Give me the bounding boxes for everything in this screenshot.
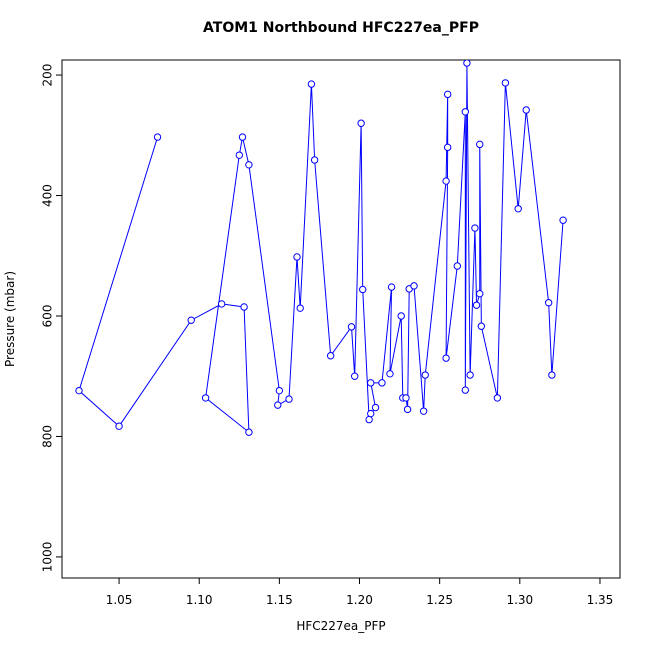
point	[442, 354, 450, 362]
point	[367, 379, 375, 387]
point	[442, 177, 450, 185]
point	[387, 283, 396, 291]
y-tick-label: 1000	[41, 542, 55, 573]
x-tick-label: 1.05	[106, 593, 133, 607]
point	[472, 301, 481, 309]
point	[75, 386, 83, 395]
point	[386, 370, 394, 378]
point	[548, 371, 556, 379]
point	[463, 60, 471, 67]
point	[410, 282, 418, 290]
point	[274, 401, 282, 409]
point	[351, 372, 359, 380]
x-tick-label: 1.25	[426, 593, 453, 607]
plot-area	[75, 60, 567, 436]
x-tick-label: 1.15	[266, 593, 293, 607]
point	[501, 79, 510, 87]
point	[378, 379, 386, 387]
chart-title: ATOM1 Northbound HFC227ea_PFP	[203, 20, 479, 36]
point	[476, 140, 484, 149]
point	[544, 299, 553, 307]
x-tick-label: 1.30	[506, 593, 533, 607]
point	[359, 285, 367, 294]
point	[357, 119, 365, 127]
point	[187, 316, 195, 324]
point	[347, 323, 356, 331]
point	[201, 394, 210, 402]
y-tick-label: 600	[41, 305, 55, 328]
point	[326, 352, 335, 360]
y-tick-label: 800	[41, 425, 55, 448]
point	[476, 290, 484, 298]
point	[245, 428, 253, 436]
point	[514, 205, 522, 213]
point	[477, 322, 486, 330]
point	[421, 371, 429, 379]
plot-frame	[61, 59, 621, 579]
point	[153, 133, 162, 141]
y-tick-label: 400	[41, 184, 55, 207]
x-axis-label: HFC227ea_PFP	[296, 619, 385, 633]
point	[115, 422, 123, 430]
point	[471, 224, 479, 232]
point	[559, 216, 567, 224]
point	[293, 253, 301, 261]
point	[522, 106, 530, 114]
series-line	[78, 63, 564, 434]
point	[397, 312, 405, 320]
x-tick-label: 1.35	[587, 593, 614, 607]
point	[466, 371, 474, 379]
point	[240, 303, 248, 311]
point	[461, 108, 470, 116]
x-tick-label: 1.20	[346, 593, 373, 607]
point	[235, 151, 243, 159]
point	[443, 143, 452, 152]
point	[238, 133, 247, 141]
point	[285, 395, 293, 403]
point	[296, 304, 304, 312]
point	[367, 409, 375, 418]
x-tick-label: 1.10	[186, 593, 213, 607]
y-tick-label: 200	[41, 64, 55, 87]
point	[461, 386, 470, 394]
point	[419, 407, 428, 415]
point	[365, 415, 373, 424]
point	[371, 403, 380, 412]
point	[493, 394, 502, 402]
point	[453, 262, 461, 270]
point	[403, 405, 412, 414]
point	[402, 394, 410, 402]
point	[443, 90, 452, 99]
point	[275, 386, 284, 395]
point	[245, 161, 253, 169]
point	[307, 80, 316, 88]
point	[217, 300, 226, 308]
point	[310, 156, 319, 164]
y-axis-label: Pressure (mbar)	[3, 271, 17, 367]
